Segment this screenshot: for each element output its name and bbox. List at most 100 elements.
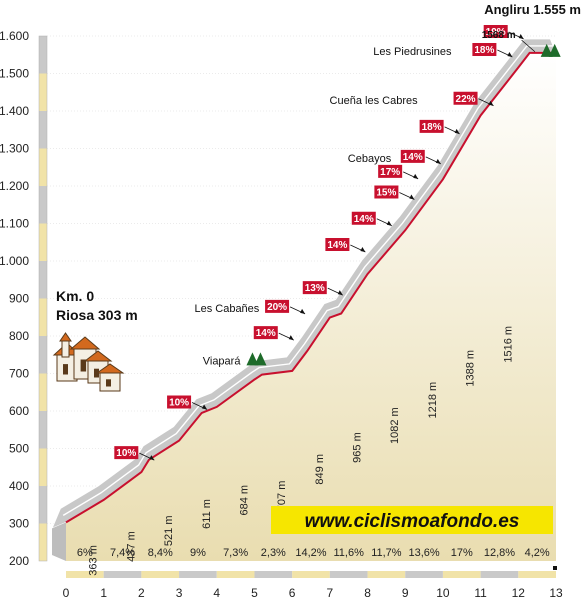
- x-axis-band: [292, 571, 330, 578]
- km-altitude-label: 611 m: [201, 499, 213, 529]
- gradient-badge-label: 19%: [486, 27, 506, 38]
- km-altitude-label: 849 m: [314, 454, 326, 485]
- summit-pointer: [521, 39, 536, 53]
- y-axis-band: [39, 36, 47, 74]
- km-altitude-label: 707 m: [276, 481, 288, 512]
- gradient-badge-label: 10%: [169, 398, 189, 409]
- gradient-badge: [253, 326, 278, 340]
- km-altitude-label: 965 m: [352, 432, 364, 463]
- house-window: [63, 364, 68, 375]
- gradient-pointer-head: [202, 404, 208, 410]
- x-tick-label: 4: [213, 586, 220, 600]
- house-window: [80, 359, 87, 372]
- gradient-badge-label: 14%: [354, 214, 374, 225]
- y-tick-label: 1.000: [0, 254, 29, 268]
- house-roof: [95, 363, 125, 374]
- segment-gradient-label: 11,6%: [334, 547, 365, 559]
- gradient-badge-label: 13%: [305, 283, 325, 294]
- gradient-badge: [374, 185, 399, 199]
- house-window: [106, 379, 111, 387]
- segment-gradient-label: 6%: [77, 547, 93, 559]
- x-tick-label: 1: [100, 586, 107, 600]
- x-tick-label: 10: [436, 586, 450, 600]
- gradient-badge: [419, 119, 444, 133]
- segment-gradient-label: 4,2%: [525, 547, 550, 559]
- x-axis-band: [329, 571, 368, 578]
- y-tick-label: 400: [9, 479, 29, 493]
- y-tick-label: 1.600: [0, 29, 29, 43]
- place-label: Les Cabañes: [194, 303, 259, 315]
- km-altitude-label: 437 m: [125, 531, 137, 562]
- y-axis-band: [39, 223, 47, 261]
- segment-gradient-label: 17%: [451, 547, 473, 559]
- gradient-badge-label: 14%: [327, 240, 347, 251]
- gradient-pointer-head: [454, 128, 460, 134]
- y-axis-band: [39, 373, 47, 411]
- gradient-badge: [114, 446, 139, 460]
- profile-area: [66, 52, 556, 562]
- y-axis-band: [39, 73, 47, 111]
- y-axis-band: [39, 148, 47, 186]
- x-tick-label: 11: [474, 586, 487, 600]
- watermark-box: [271, 506, 553, 534]
- gradient-badge: [378, 164, 403, 178]
- segment-gradient-label: 11,7%: [371, 547, 402, 559]
- gradient-pointer-head: [337, 290, 343, 296]
- y-tick-label: 200: [9, 554, 29, 568]
- chart-title: Angliru 1.555 m: [484, 2, 581, 17]
- gradient-badge-label: 18%: [474, 45, 494, 56]
- place-label: Cueña les Cabres: [330, 95, 419, 107]
- tree-icon: [540, 43, 553, 57]
- gradient-pointer-head: [435, 158, 441, 164]
- x-axis-band: [66, 571, 104, 578]
- x-tick-label: 8: [364, 586, 371, 600]
- village-icon: [52, 332, 125, 392]
- x-axis-band: [480, 571, 519, 578]
- segment-gradient-label: 8,4%: [148, 547, 173, 559]
- tree-icon: [246, 352, 259, 366]
- gradient-badge: [167, 395, 192, 409]
- y-axis-band: [39, 261, 47, 299]
- gradient-badge-label: 10%: [116, 448, 136, 459]
- gradient-pointer-head: [288, 335, 294, 341]
- x-tick-label: 9: [402, 586, 409, 600]
- x-tick-label: 12: [512, 586, 526, 600]
- y-tick-label: 800: [9, 329, 29, 343]
- gradient-badge-label: 18%: [422, 122, 442, 133]
- gradient-badge-label: 17%: [380, 167, 400, 178]
- x-axis-band: [216, 571, 255, 578]
- x-axis-band: [442, 571, 481, 578]
- gradient-badge-label: 22%: [456, 94, 476, 105]
- gradient-badge-label: 14%: [256, 328, 276, 339]
- gradient-pointer-head: [488, 100, 494, 106]
- tree-icon: [254, 352, 267, 366]
- gradient-badge-label: 20%: [267, 302, 287, 313]
- x-axis-band: [367, 571, 406, 578]
- gradient-badge: [453, 91, 478, 105]
- place-label: Les Piedrusines: [373, 46, 452, 58]
- start-label: Km. 0: [56, 288, 94, 304]
- gradient-pointer-head: [413, 173, 419, 179]
- y-tick-label: 700: [9, 367, 29, 381]
- finish-marker: [553, 566, 557, 570]
- y-tick-label: 1.200: [0, 179, 29, 193]
- segment-gradient-label: 9%: [190, 547, 206, 559]
- road-centre-line: [62, 45, 554, 517]
- segment-gradient-label: 7,3%: [223, 547, 248, 559]
- road-side-face: [52, 522, 66, 561]
- place-label: Cebayos: [348, 153, 392, 165]
- gradient-badge-label: 15%: [376, 188, 396, 199]
- house-roof: [83, 350, 113, 362]
- y-axis-band: [39, 186, 47, 224]
- x-axis-band: [254, 571, 293, 578]
- segment-gradient-label: 2,3%: [261, 547, 286, 559]
- y-tick-label: 900: [9, 292, 29, 306]
- segment-gradient-label: 14,2%: [295, 547, 326, 559]
- x-tick-label: 6: [289, 586, 296, 600]
- km-altitude-label: 1516 m: [502, 326, 514, 363]
- y-tick-label: 1.500: [0, 67, 29, 81]
- x-axis-band: [103, 571, 142, 578]
- y-tick-label: 300: [9, 517, 29, 531]
- gradient-badge-label: 14%: [403, 152, 423, 163]
- y-tick-label: 600: [9, 404, 29, 418]
